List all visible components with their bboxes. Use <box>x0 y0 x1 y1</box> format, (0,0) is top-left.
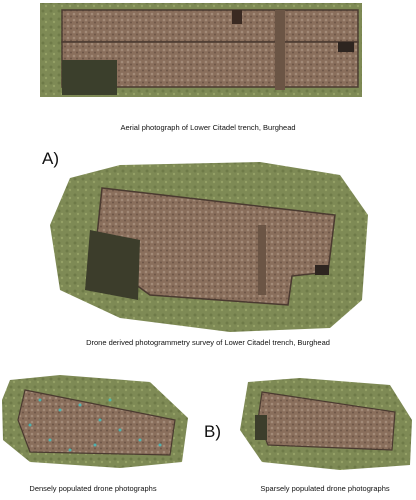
dense-photos <box>2 375 188 468</box>
photogrammetry-survey <box>50 162 368 332</box>
sparse-photos <box>240 378 412 470</box>
panel-label: A) <box>42 149 59 168</box>
caption: Drone derived photogrammetry survey of L… <box>86 338 330 347</box>
caption: Densely populated drone photographs <box>29 484 156 493</box>
panel-label: B) <box>204 422 221 441</box>
caption: Aerial photograph of Lower Citadel trenc… <box>120 123 295 132</box>
aerial-photo <box>40 3 362 97</box>
caption: Sparsely populated drone photographs <box>260 484 390 493</box>
